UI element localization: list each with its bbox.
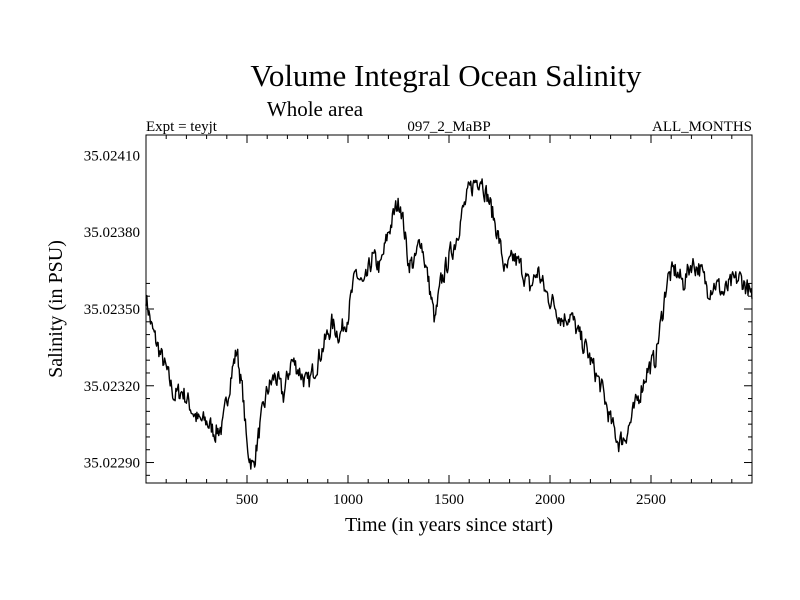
x-tick-label: 1500 <box>434 492 464 508</box>
header-run-id: 097_2_MaBP <box>407 119 490 135</box>
x-axis-label: Time (in years since start) <box>345 514 553 536</box>
header-experiment: Expt = teyjt <box>146 119 218 135</box>
y-tick-label: 35.02410 <box>84 148 140 164</box>
x-tick-label: 500 <box>236 492 259 508</box>
y-tick-label: 35.02320 <box>84 379 140 395</box>
salinity-series-line <box>145 178 753 470</box>
chart-subtitle: Whole area <box>267 97 364 121</box>
chart-title: Volume Integral Ocean Salinity <box>250 58 642 93</box>
y-tick-label: 35.02350 <box>84 302 140 318</box>
x-tick-label: 2500 <box>636 492 666 508</box>
y-axis: 35.02290 35.02320 35.02350 35.02380 35.02410 <box>84 148 752 476</box>
x-axis: 500 1000 1500 2000 2500 <box>165 135 733 508</box>
x-tick-label: 2000 <box>535 492 565 508</box>
x-tick-label: 1000 <box>333 492 363 508</box>
header-months: ALL_MONTHS <box>652 119 752 135</box>
y-tick-label: 35.02290 <box>84 456 140 472</box>
y-axis-label: Salinity (in PSU) <box>45 240 67 378</box>
y-tick-label: 35.02380 <box>84 225 140 241</box>
plot-frame <box>145 134 753 484</box>
